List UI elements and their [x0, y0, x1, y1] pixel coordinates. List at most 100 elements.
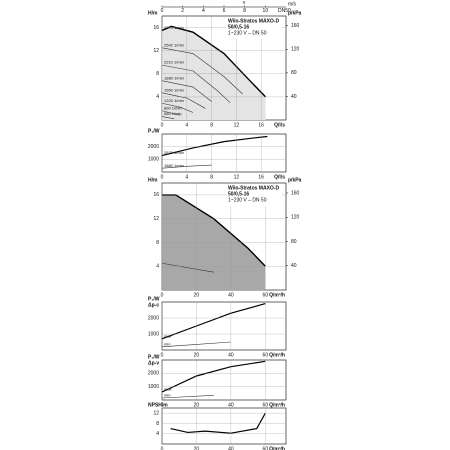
series-label: 2542 1/min: [164, 42, 184, 47]
x-tick-label: 60: [263, 402, 269, 408]
y-axis-label: P₁/W: [148, 296, 160, 302]
x-axis-label: Q/m³/h: [269, 352, 285, 358]
series-label: 2210 1/min: [164, 60, 184, 65]
x2-unit: m/s: [288, 1, 297, 7]
x2-tick-label: 0: [161, 8, 164, 14]
x-tick-label: 0: [161, 174, 164, 180]
x-tick-label: 8: [210, 122, 213, 128]
x-tick-label: 20: [194, 402, 200, 408]
y-axis-note: Δp-c: [148, 302, 159, 308]
series-line: [161, 303, 266, 340]
series-label: 890 1/min: [164, 105, 182, 110]
y2-axis-label: p/kPa: [288, 10, 302, 16]
x-tick-label: 12: [234, 174, 240, 180]
x-tick-label: 40: [228, 352, 234, 358]
y-tick-label: 8: [156, 421, 159, 427]
y-tick-label: 1000: [148, 157, 159, 163]
series-line: [161, 80, 212, 102]
model-text: 50/0,5-16: [228, 191, 249, 197]
series-line: [161, 102, 194, 113]
y2-tick-label: 40: [291, 263, 297, 269]
y2-tick-label: 40: [291, 94, 297, 100]
x-axis-label: Q/m³/h: [269, 446, 285, 450]
x-tick-label: 0: [161, 122, 164, 128]
x-tick-label: 0: [161, 292, 164, 298]
model-text: 50/0,5-16: [228, 24, 249, 30]
x-tick-label: 20: [194, 292, 200, 298]
model-box: [226, 184, 282, 206]
x-tick-label: 0: [161, 352, 164, 358]
y-tick-label: 4: [156, 431, 159, 437]
plot-frame: [161, 407, 287, 445]
x2-axis-label: v: [243, 0, 246, 6]
plot-frame: [161, 359, 287, 401]
series-label: min: [164, 341, 170, 346]
x2-note: DN50: [278, 8, 291, 14]
series-label: min: [164, 393, 170, 398]
y-axis-label: H/m: [148, 177, 158, 183]
x-axis-label: Q/m³/h: [269, 292, 285, 298]
x-axis-label: Q/l/s: [274, 174, 285, 180]
x2-tick-label: 8: [243, 8, 246, 14]
x-tick-label: 20: [194, 352, 200, 358]
series-label: 2870 1/min: [164, 150, 184, 155]
series-line: [161, 135, 268, 157]
series-label: 1550 1/min: [164, 87, 184, 92]
y2-tick-label: 80: [291, 239, 297, 245]
model-text: Wilo-Stratos MAXO-D: [228, 18, 279, 24]
x2-tick-label: 10: [263, 8, 269, 14]
y-axis-label: P₁/W: [148, 128, 160, 134]
x-axis-label: Q/m³/h: [269, 402, 285, 408]
series-label: max: [164, 387, 172, 392]
y-tick-label: 16: [153, 192, 159, 198]
plot-frame: [161, 301, 287, 351]
series-label: 1220 1/min: [164, 98, 184, 103]
x-tick-label: 16: [258, 122, 264, 128]
y-axis-label: H/m: [148, 10, 158, 16]
y-tick-label: 1000: [148, 331, 159, 337]
x-tick-label: 4: [185, 122, 188, 128]
y2-tick-label: 120: [291, 47, 300, 53]
series-label: 1880 1/min: [164, 163, 184, 168]
y-tick-label: 12: [153, 216, 159, 222]
y-tick-label: 12: [153, 48, 159, 54]
y-tick-label: 2000: [148, 371, 159, 377]
y-tick-label: 8: [156, 240, 159, 246]
y-tick-label: 16: [153, 25, 159, 31]
y2-axis-label: p/kPa: [288, 177, 302, 183]
model-text: 1~230 V – DN 50: [228, 30, 267, 36]
series-line: [161, 116, 175, 120]
y2-tick-label: 80: [291, 70, 297, 76]
series-line: [161, 110, 181, 116]
y2-tick-label: 160: [291, 23, 300, 29]
x-tick-label: 0: [161, 402, 164, 408]
y-tick-label: 8: [156, 71, 159, 77]
series-area: [162, 26, 266, 120]
plot-frame: [161, 133, 287, 173]
x-tick-label: 60: [263, 446, 269, 450]
y-axis-label: NPSH/m: [148, 402, 168, 408]
x-tick-label: 12: [234, 122, 240, 128]
series-label: 1880 1/min: [164, 75, 184, 80]
x-tick-label: 40: [228, 292, 234, 298]
y-tick-label: 12: [153, 410, 159, 416]
y-axis-note: Δp-v: [148, 360, 159, 366]
x-tick-label: 20: [194, 446, 200, 450]
model-text: Wilo-Stratos MAXO-D: [228, 185, 279, 191]
y-tick-label: 2000: [148, 144, 159, 150]
y-tick-label: 4: [156, 94, 159, 100]
series-line: [161, 395, 214, 399]
x-tick-label: 40: [228, 446, 234, 450]
y-tick-label: 2000: [148, 315, 159, 321]
y-tick-label: 4: [156, 264, 159, 270]
x-tick-label: 4: [185, 174, 188, 180]
x-tick-label: 16: [258, 174, 264, 180]
series-label: max: [164, 333, 172, 338]
y2-tick-label: 160: [291, 190, 300, 196]
series-line: [161, 360, 266, 393]
x-axis-label: Q/l/s: [274, 122, 285, 128]
y2-tick-label: 120: [291, 215, 300, 221]
series-line: [161, 262, 214, 273]
model-text: 1~230 V – DN 50: [228, 197, 267, 203]
